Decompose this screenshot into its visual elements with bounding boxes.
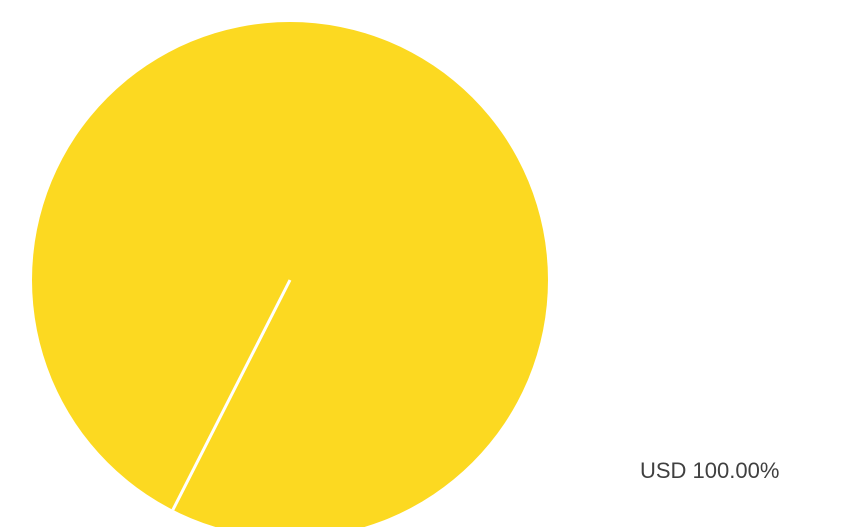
pie-slices — [32, 22, 548, 532]
pie-slice-usd — [32, 22, 548, 532]
slice-separators — [171, 279, 292, 511]
slice-data-label: USD 100.00% — [640, 458, 779, 483]
slice-separator-line — [171, 279, 292, 511]
